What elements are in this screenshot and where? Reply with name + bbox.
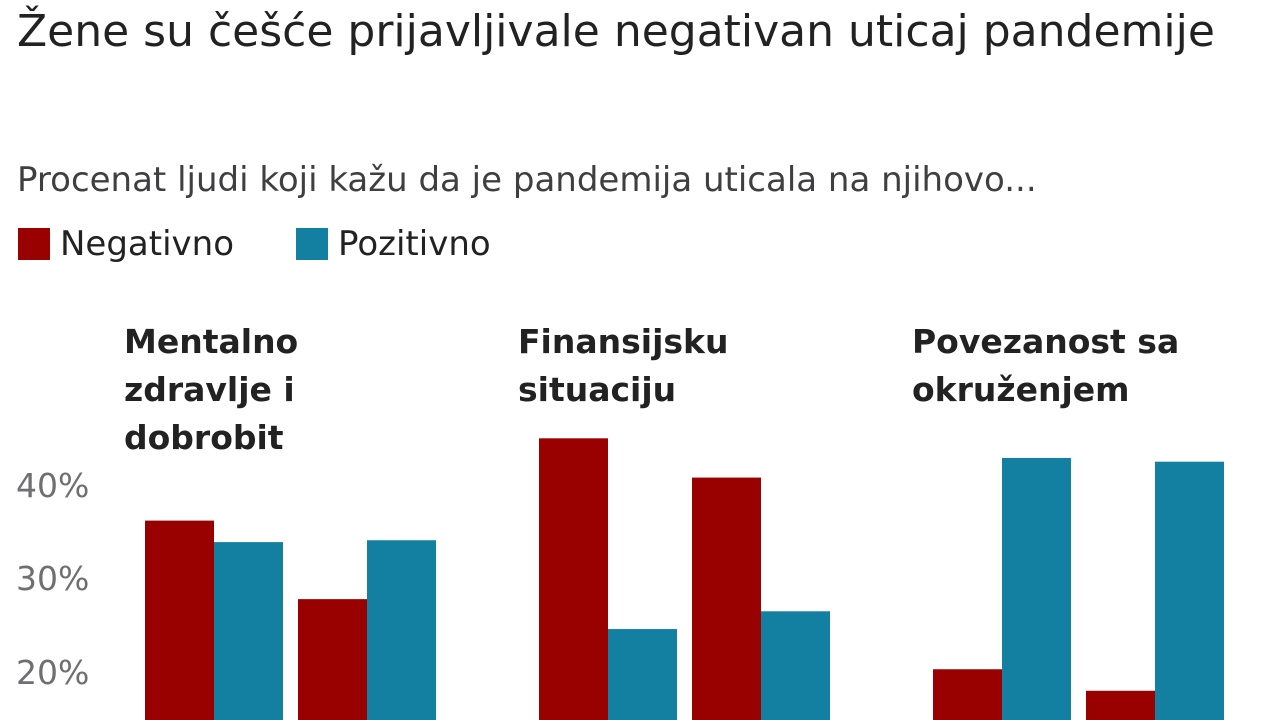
- y-tick-20: 20%: [16, 653, 90, 692]
- bar-negativno-panel3-group1: [933, 669, 1002, 720]
- legend-label-negativno: Negativno: [60, 224, 235, 264]
- panel-title-financial: Finansijsku situaciju: [518, 322, 729, 409]
- bar-pozitivno-panel2-group2: [761, 611, 830, 720]
- legend-swatch-pozitivno: [296, 228, 329, 260]
- bar-negativno-panel2-group1: [539, 438, 608, 720]
- bar-negativno-panel3-group2: [1086, 690, 1155, 720]
- legend-swatch-negativno: [18, 228, 50, 260]
- bar-pozitivno-panel1-group1: [214, 542, 283, 720]
- panel-title-mental: Mentalno zdravlje i dobrobit: [124, 322, 299, 457]
- chart-title: Žene su češće prijavljivale negativan ut…: [17, 6, 1215, 57]
- bar-pozitivno-panel3-group1: [1002, 457, 1071, 720]
- legend-item-negativno: Negativno: [18, 224, 234, 264]
- y-tick-30: 30%: [16, 559, 90, 598]
- bar-negativno-panel1-group2: [298, 599, 367, 720]
- bar-pozitivno-panel3-group2: [1155, 461, 1224, 720]
- legend: Negativno Pozitivno: [18, 224, 491, 264]
- legend-item-pozitivno: Pozitivno: [296, 224, 491, 264]
- bar-negativno-panel2-group2: [692, 477, 761, 720]
- bar-pozitivno-panel2-group1: [608, 629, 677, 720]
- legend-label-pozitivno: Pozitivno: [338, 224, 491, 264]
- bar-pozitivno-panel1-group2: [367, 540, 436, 720]
- chart-subtitle: Procenat ljudi koji kažu da je pandemija…: [17, 160, 1037, 200]
- bar-negativno-panel1-group1: [145, 520, 214, 720]
- y-tick-40: 40%: [16, 466, 90, 505]
- panel-title-connection: Povezanost sa okruženjem: [912, 322, 1180, 409]
